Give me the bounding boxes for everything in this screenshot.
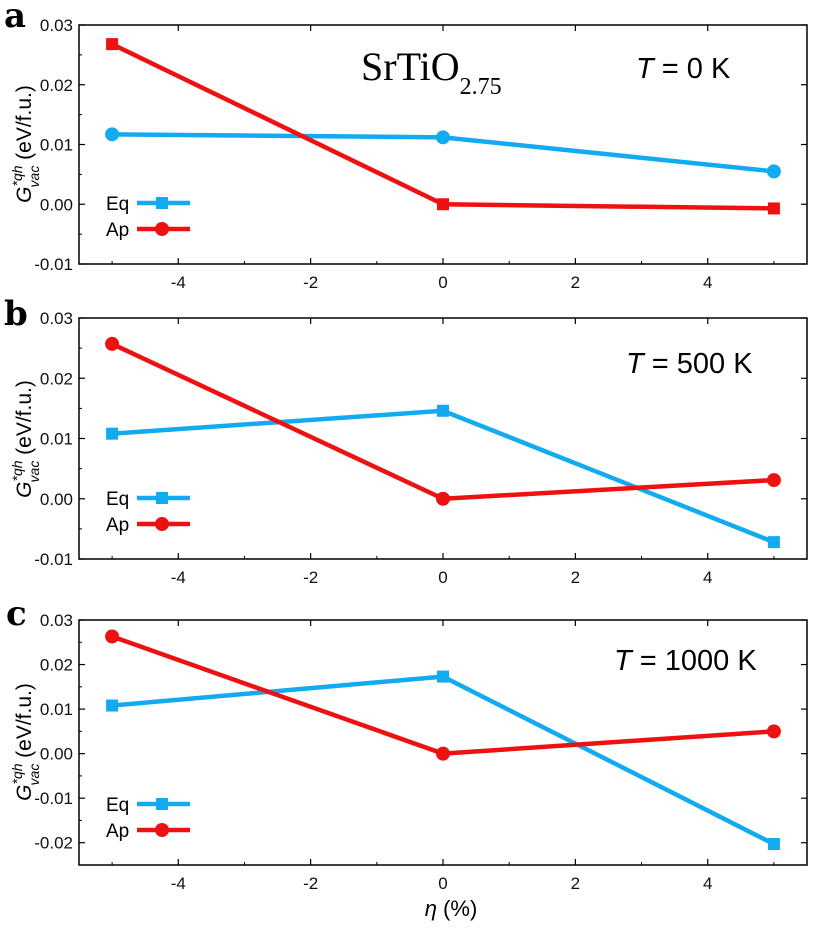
x-tick-label: -2 [303,273,318,292]
data-point-ap [106,38,119,51]
legend: Eq Ap [106,194,190,241]
y-axis-label: G*qhvac (eV/f.u.) [9,380,42,498]
legend-marker-ap [155,517,169,531]
y-tick-label: 0.00 [40,490,73,509]
y-tick-label: 0.01 [40,136,73,155]
y-tick-label: 0.00 [40,195,73,214]
data-point-ap [767,202,780,215]
y-tick-label: 0.01 [40,700,73,719]
data-point-eq [106,699,119,712]
panel-letter: a [4,0,26,36]
legend-marker-ap [155,823,169,837]
data-point-ap [105,629,120,644]
legend-marker-ap [155,222,169,236]
x-axis-label: η (%) [425,896,478,921]
x-tick-label: -4 [171,273,186,292]
data-point-ap [766,724,781,739]
x-tick-label: 4 [703,273,712,292]
legend: Eq Ap [106,795,190,842]
x-tick-label: -2 [303,568,318,587]
x-tick-label: -2 [303,874,318,893]
legend-label-eq: Eq [106,795,129,816]
y-tick-label: 0.01 [40,430,73,449]
data-point-eq [766,164,781,179]
data-point-ap [437,198,449,211]
x-tick-label: 2 [571,273,580,292]
legend-marker-eq [156,492,168,504]
y-tick-label: 0.03 [40,16,73,35]
data-point-eq [437,670,449,683]
x-tick-label: 0 [438,273,447,292]
legend-label-ap: Ap [106,821,129,842]
x-tick-label: -4 [171,874,186,893]
y-tick-label: -0.01 [34,550,73,569]
legend-label-eq: Eq [106,489,129,510]
legend-marker-eq [156,798,168,810]
panel-c: -0.02 -0.01 0.00 0.01 0.02 0.03 -4 -2 0 2 4 c T = 10… [6,594,808,921]
y-tick-label: 0.02 [40,369,73,388]
data-point-ap [766,473,781,488]
y-tick-label: 0.00 [40,745,73,764]
y-tick-label: -0.01 [34,255,73,274]
panel-letter: b [4,294,28,334]
y-axis-label: G*qhvac (eV/f.u.) [9,683,42,801]
y-tick-label: -0.02 [34,834,73,853]
temperature-label: T = 500 K [626,348,753,380]
temperature-label: T = 1000 K [614,645,757,677]
y-tick-label: 0.02 [40,76,73,95]
x-tick-label: 0 [438,568,447,587]
data-point-eq [767,536,780,549]
legend-label-eq: Eq [106,194,129,215]
panel-a: -0.01 0.00 0.01 0.02 0.03 -4 -2 0 2 4 a T = 0 K SrTi… [4,0,808,292]
legend-marker-eq [156,197,168,209]
x-tick-label: 4 [703,568,712,587]
y-axis-label: G*qhvac (eV/f.u.) [9,85,42,203]
series-line-eq [111,408,775,545]
y-tick-label: 0.03 [40,611,73,630]
y-tick-label: -0.01 [34,789,73,808]
data-point-eq [105,127,120,142]
panel-b: -0.01 0.00 0.01 0.02 0.03 -4 -2 0 2 4 b T = 500 K G*… [4,294,808,587]
data-point-eq [106,427,119,440]
y-tick-label: 0.02 [40,656,73,675]
x-tick-label: 4 [703,874,712,893]
data-point-eq [767,838,780,851]
x-tick-label: 0 [438,874,447,893]
data-point-ap [436,491,450,506]
x-tick-label: -4 [171,568,186,587]
data-point-eq [436,130,450,145]
data-point-ap [436,746,450,761]
compound-formula: SrTiO2.75 [361,44,502,100]
data-point-ap [105,336,120,351]
legend: Eq Ap [106,489,190,536]
y-tick-label: 0.03 [40,309,73,328]
data-point-eq [437,404,449,417]
legend-label-ap: Ap [106,220,129,241]
temperature-label: T = 0 K [636,53,731,85]
x-tick-label: 2 [571,874,580,893]
panel-letter: c [6,594,27,634]
x-tick-label: 2 [571,568,580,587]
legend-label-ap: Ap [106,515,129,536]
